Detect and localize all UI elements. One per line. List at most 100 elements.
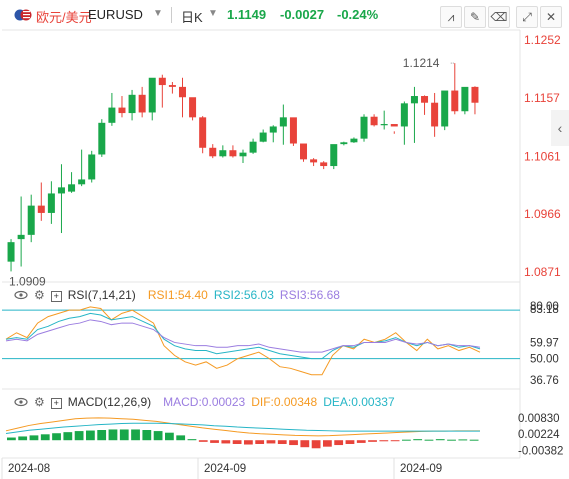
macd-bar: [210, 440, 219, 443]
chevron-down-icon[interactable]: ▼: [153, 8, 163, 19]
eraser-icon[interactable]: ⌫: [488, 6, 510, 28]
candle-body: [138, 94, 146, 113]
macd-title-bar: ⚙ + MACD(12,26,9) MACD:0.00023 DIF:0.0034…: [14, 395, 401, 409]
eu-us-flag-icon: [14, 9, 32, 21]
price-tick-label: 1.0871: [524, 265, 561, 279]
macd-bar: [108, 429, 118, 441]
macd-tick-label: 0.00224: [518, 429, 560, 441]
candle-body: [219, 150, 227, 157]
expand-icon[interactable]: +: [50, 398, 62, 409]
rsi2-legend: RSI2:56.03: [213, 288, 274, 302]
x-tick-label: 2024-09: [204, 463, 246, 475]
candle-body: [289, 117, 297, 144]
rsi-series-line: [5, 312, 481, 360]
candle-body: [451, 90, 459, 112]
chart-header: 欧元/美元 EURUSD ▼ 日K ▼ 1.1149 -0.0027 -0.24…: [0, 0, 569, 30]
macd-bar: [334, 440, 344, 446]
candle-body: [128, 94, 136, 114]
macd-series-line: [5, 417, 480, 437]
macd-bar: [63, 432, 73, 441]
rsi-series-line: [5, 319, 481, 353]
candle-body: [249, 141, 257, 153]
macd-bar: [86, 430, 95, 441]
macd-bar: [469, 439, 479, 441]
macd-bar: [74, 431, 84, 441]
candle-body: [168, 85, 176, 87]
candle-body: [158, 77, 166, 86]
indicator-icon[interactable]: ⩘: [440, 6, 462, 28]
collapse-panel-icon[interactable]: ‹: [551, 110, 569, 146]
candle-body: [199, 117, 207, 148]
macd-bar: [379, 440, 389, 442]
macd-bar: [255, 440, 265, 444]
low-annotation: 1.0909: [9, 274, 46, 288]
pair-symbol[interactable]: EURUSD: [88, 7, 143, 22]
rsi3-legend: RSI3:56.68: [279, 288, 340, 302]
macd-tick-label: -0.00382: [518, 445, 563, 457]
candle-body: [17, 234, 25, 240]
macd-bar: [277, 440, 287, 444]
candle-body: [269, 126, 277, 133]
candle-body: [340, 142, 348, 145]
x-tick-label: 2024-08: [8, 463, 50, 475]
candle-body: [27, 205, 35, 235]
rsi-tick-label: 50.00: [530, 354, 559, 366]
gear-icon[interactable]: ⚙: [34, 395, 45, 409]
rsi-tick-label: 36.76: [530, 375, 559, 387]
macd-bar: [435, 439, 445, 441]
macd-bar: [311, 440, 321, 449]
gear-icon[interactable]: ⚙: [34, 288, 45, 302]
candle-body: [421, 96, 429, 103]
candle-body: [410, 96, 418, 104]
x-tick-label: 2024-09: [400, 463, 442, 475]
candle-body: [88, 154, 96, 180]
expand-icon[interactable]: +: [50, 291, 62, 302]
period-selector[interactable]: 日K: [181, 10, 203, 25]
candle-body: [178, 86, 186, 98]
eye-icon[interactable]: [14, 395, 28, 409]
eye-icon[interactable]: [14, 288, 28, 302]
macd-bar: [289, 440, 298, 446]
candle-body: [380, 124, 388, 126]
fullscreen-icon[interactable]: ⤢: [516, 6, 538, 28]
close-icon[interactable]: ✕: [540, 6, 562, 28]
candle-body: [390, 124, 398, 127]
candle-body: [37, 205, 45, 213]
macd-bar: [402, 439, 411, 441]
divider: [171, 7, 172, 23]
macd-bar: [187, 439, 197, 441]
macd-bar: [232, 440, 242, 444]
candle-body: [431, 102, 439, 127]
chevron-down-icon[interactable]: ▼: [208, 8, 218, 19]
candle-body: [148, 77, 156, 113]
pair-name-cn[interactable]: 欧元/美元: [36, 10, 92, 25]
price-tick-label: 1.1157: [524, 91, 560, 105]
macd-bar: [176, 435, 186, 441]
macd-bar: [97, 430, 107, 441]
draw-icon[interactable]: ✎: [464, 6, 486, 28]
candle-body: [7, 242, 15, 262]
last-price: 1.1149: [227, 7, 267, 22]
macd-bar: [29, 435, 39, 441]
candle-body: [209, 147, 217, 157]
macd-bar: [390, 440, 400, 442]
macd-bar: [221, 440, 231, 444]
macd-bar: [131, 429, 140, 441]
dif-legend: DIF:0.00348: [251, 395, 318, 409]
candle-body: [229, 150, 237, 157]
candle-body: [370, 116, 378, 126]
rsi-title: + RSI(7,14,21): [50, 288, 142, 302]
rsi-tick-label: 83.18: [530, 304, 559, 316]
rsi-tick-label: 59.97: [530, 338, 559, 350]
macd-bar: [7, 437, 16, 441]
macd-bar: [198, 440, 208, 442]
rsi1-legend: RSI1:54.40: [147, 288, 208, 302]
candle-body: [189, 97, 197, 118]
candle-body: [47, 193, 55, 213]
candle-body: [320, 162, 328, 167]
candle-body: [400, 103, 408, 127]
macd-bar: [244, 440, 253, 445]
macd-bar: [458, 439, 468, 441]
candle-body: [360, 116, 368, 139]
price-tick-label: 1.1061: [524, 149, 561, 163]
